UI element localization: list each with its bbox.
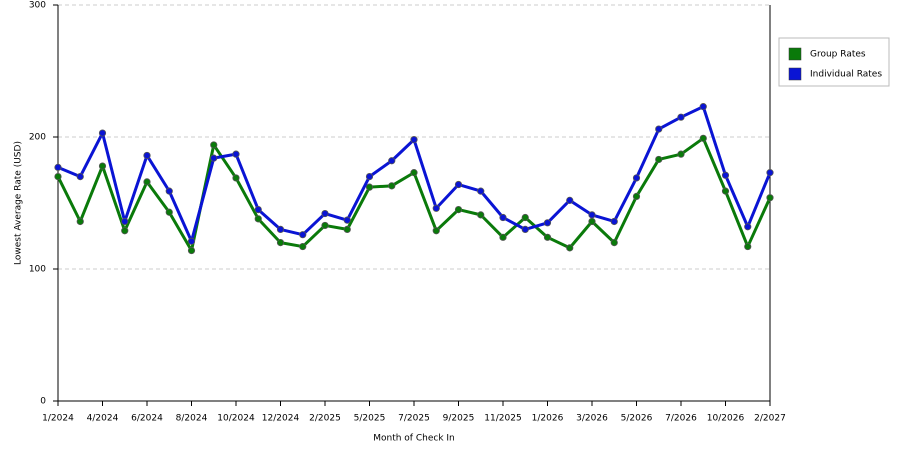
data-point [499, 213, 507, 222]
data-point [566, 196, 574, 204]
data-point [165, 208, 173, 216]
x-tick-label: 10/2024 [217, 414, 255, 424]
data-point [566, 244, 574, 252]
data-point [454, 206, 463, 214]
y-tick-label: 300 [29, 1, 46, 11]
data-point [632, 192, 641, 200]
data-point [588, 217, 596, 226]
data-point [632, 174, 641, 182]
data-point [165, 187, 173, 195]
data-point [521, 213, 529, 222]
data-point [677, 150, 685, 158]
data-point [410, 136, 418, 144]
data-point [98, 129, 107, 137]
data-point [388, 182, 396, 190]
data-point [365, 183, 374, 191]
data-point [76, 217, 84, 226]
data-point [766, 169, 774, 177]
data-point [744, 242, 752, 251]
data-point [187, 237, 196, 245]
data-point [432, 227, 440, 235]
data-point [655, 155, 663, 164]
x-tick-label: 5/2025 [354, 414, 386, 424]
data-point [477, 211, 485, 219]
data-point [699, 134, 707, 142]
data-point [54, 173, 62, 181]
data-point [343, 216, 351, 224]
x-tick-label: 2/2027 [754, 414, 786, 424]
x-tick-label: 10/2026 [707, 414, 745, 424]
series-line [56, 136, 772, 253]
x-tick-label: 7/2026 [665, 414, 697, 424]
data-point [677, 113, 685, 121]
data-point [276, 225, 285, 233]
data-point [343, 225, 351, 233]
y-tick-label: 100 [29, 265, 46, 275]
data-point [543, 233, 552, 241]
data-point [543, 219, 552, 227]
data-point [499, 233, 507, 241]
data-point [610, 239, 618, 247]
data-point [232, 150, 240, 158]
data-point [210, 154, 218, 162]
data-point [432, 204, 440, 212]
data-point [588, 211, 596, 219]
data-point [766, 194, 774, 202]
data-point [299, 231, 307, 239]
data-point [276, 239, 285, 247]
x-tick-label: 5/2026 [621, 414, 653, 424]
x-tick-label: 1/2026 [532, 414, 564, 424]
data-point [744, 223, 752, 231]
legend-label: Group Rates [810, 50, 866, 60]
legend-swatch [788, 67, 802, 81]
data-point [321, 209, 329, 218]
x-axis-title: Month of Check In [373, 434, 455, 444]
data-point [232, 174, 240, 182]
data-point [299, 242, 307, 251]
data-point [388, 157, 396, 165]
data-point [121, 217, 129, 226]
data-point [76, 173, 84, 181]
x-tick-label: 7/2025 [398, 414, 430, 424]
legend-label: Individual Rates [810, 70, 882, 80]
x-tick-label: 8/2024 [176, 414, 208, 424]
data-point [143, 151, 151, 160]
data-point [187, 246, 196, 255]
x-tick-label: 4/2024 [87, 414, 119, 424]
data-point [254, 206, 262, 214]
data-point [721, 171, 730, 179]
x-tick-label: 6/2024 [131, 414, 163, 424]
data-point [721, 187, 730, 195]
data-point [98, 162, 107, 170]
x-tick-label: 1/2024 [42, 414, 74, 424]
data-point [610, 217, 618, 226]
x-tick-label: 12/2024 [262, 414, 300, 424]
data-point [321, 221, 329, 230]
x-tick-label: 3/2026 [576, 414, 608, 424]
data-point [699, 103, 707, 111]
data-point [54, 163, 62, 171]
x-tick-label: 9/2025 [443, 414, 475, 424]
data-point [121, 227, 129, 235]
y-axis-title: Lowest Average Rate (USD) [14, 141, 24, 265]
data-point [454, 180, 463, 189]
data-point [365, 173, 374, 181]
data-point [210, 141, 218, 149]
data-point [254, 215, 262, 223]
data-point [655, 125, 663, 133]
legend-swatch [788, 47, 802, 61]
data-point [410, 169, 418, 177]
data-point [521, 225, 529, 233]
x-tick-label: 11/2025 [484, 414, 521, 424]
y-tick-label: 0 [40, 397, 46, 407]
x-tick-label: 2/2025 [309, 414, 341, 424]
data-point [143, 178, 151, 186]
y-tick-label: 200 [29, 133, 46, 143]
data-point [477, 187, 485, 195]
